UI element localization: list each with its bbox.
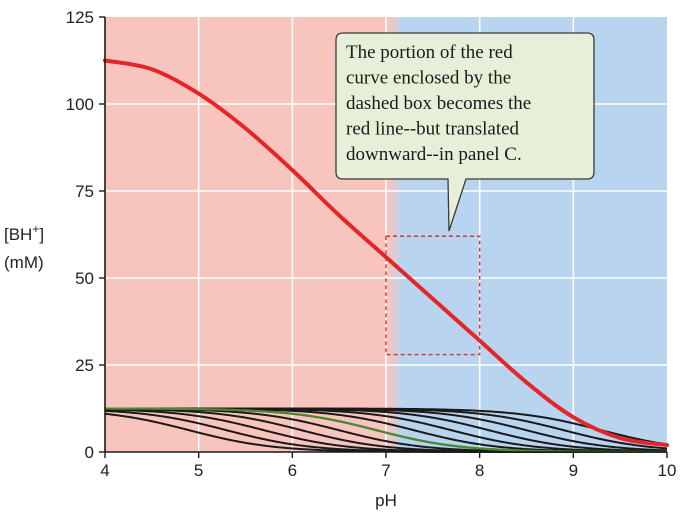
annotation-line-5: downward--in panel C. bbox=[346, 144, 522, 165]
x-tick-label: 9 bbox=[569, 461, 578, 480]
annotation-box bbox=[335, 32, 595, 232]
x-tick-label: 4 bbox=[100, 461, 109, 480]
red-curve-group bbox=[103, 58, 669, 448]
x-tick-label: 6 bbox=[288, 461, 297, 480]
y-tick-label: 100 bbox=[66, 95, 94, 114]
annotation-line-2: curve enclosed by the bbox=[346, 68, 511, 89]
y-tick-labels: 0 25 50 75 100 125 bbox=[66, 8, 94, 462]
y-axis-label-bh: [BH bbox=[4, 225, 32, 244]
y-axis-label-bracket: ] bbox=[39, 225, 44, 244]
x-tick-label: 10 bbox=[658, 461, 677, 480]
dashed-box bbox=[385, 235, 481, 356]
annotation-line-3: dashed box becomes the bbox=[346, 93, 531, 114]
y-axis-label-plus: + bbox=[32, 222, 39, 236]
y-axis-label-units: (mM) bbox=[4, 253, 44, 272]
y-axis-label: [BH+] (mM) bbox=[4, 222, 44, 272]
y-tick-label: 50 bbox=[75, 269, 94, 288]
dashed-box-group bbox=[385, 235, 481, 356]
annotation-line-1: The portion of the red bbox=[346, 42, 513, 63]
x-tick-label: 8 bbox=[475, 461, 484, 480]
annotation-line-4: red line--but translated bbox=[346, 119, 520, 140]
axes bbox=[99, 16, 668, 458]
annotation-callout: The portion of the red curve enclosed by… bbox=[335, 32, 595, 232]
y-tick-label: 125 bbox=[66, 8, 94, 27]
red-curve bbox=[103, 58, 669, 448]
y-tick-label: 0 bbox=[85, 443, 94, 462]
x-tick-labels: 4 5 6 7 8 9 10 bbox=[100, 461, 676, 480]
x-tick-label: 7 bbox=[381, 461, 390, 480]
x-axis-label: pH bbox=[375, 491, 397, 510]
y-tick-label: 75 bbox=[75, 182, 94, 201]
y-tick-label: 25 bbox=[75, 356, 94, 375]
svg-text:[BH+]: [BH+] bbox=[4, 222, 44, 244]
x-tick-label: 5 bbox=[194, 461, 203, 480]
